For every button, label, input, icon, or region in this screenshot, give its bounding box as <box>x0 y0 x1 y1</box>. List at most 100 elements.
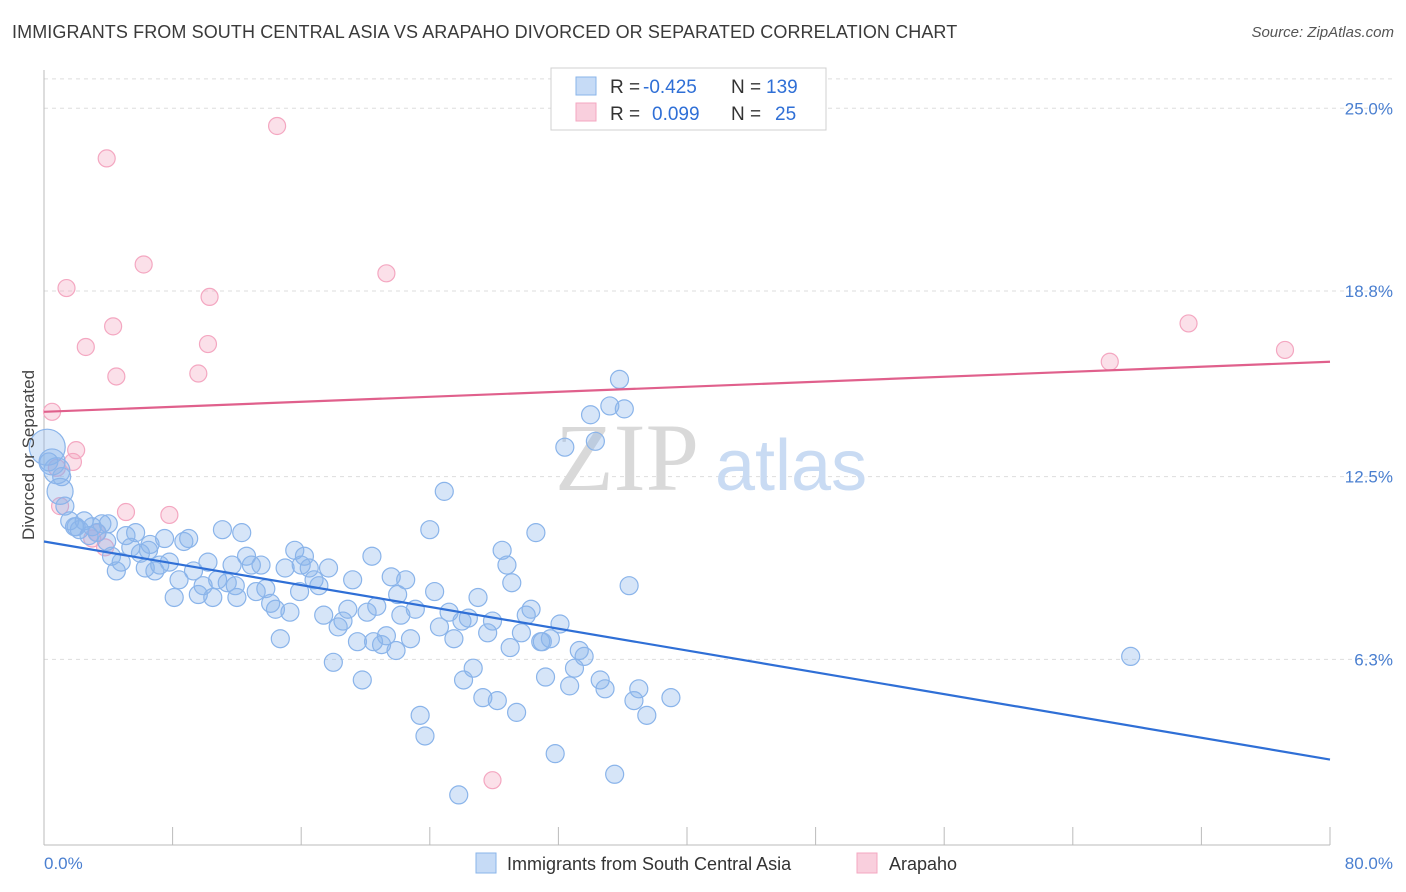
immigrants-point <box>482 611 503 631</box>
immigrants-point <box>289 581 310 602</box>
immigrants-point <box>347 632 368 652</box>
arapaho-point <box>160 505 179 525</box>
immigrants-point <box>619 576 639 596</box>
series-legend: Immigrants from South Central Asia Arapa… <box>475 852 957 874</box>
immigrants-point <box>203 587 223 608</box>
immigrants-point <box>429 617 450 637</box>
immigrants-point <box>138 540 159 560</box>
arapaho-point <box>267 116 287 136</box>
arapaho-point <box>97 149 116 168</box>
immigrants-point <box>55 496 75 516</box>
immigrants-point <box>473 688 493 708</box>
immigrants-point <box>609 369 630 390</box>
immigrants-point <box>52 467 72 487</box>
arapaho-point <box>107 367 126 386</box>
immigrants-point <box>362 546 382 566</box>
immigrants-point <box>425 581 445 602</box>
immigrants-trend-line <box>43 540 1331 761</box>
immigrants-point <box>574 646 594 667</box>
immigrants-point <box>309 576 329 596</box>
immigrants-point <box>487 691 507 711</box>
watermark-atlas: atlas <box>715 426 867 506</box>
immigrants-point <box>66 517 86 537</box>
correlation-legend: R = -0.425 N = 139 R = 0.099 N = 25 <box>550 67 827 131</box>
immigrants-point <box>614 399 634 419</box>
immigrants-point <box>275 558 295 578</box>
immigrants-point <box>39 452 59 472</box>
bottom-legend-label-pink: Arapaho <box>889 854 957 874</box>
y-tick-label: 25.0% <box>1345 99 1393 118</box>
immigrants-point <box>507 702 527 722</box>
immigrants-point <box>386 640 406 661</box>
immigrants-point <box>212 520 233 540</box>
arapaho-point <box>483 771 502 790</box>
immigrants-point <box>391 605 411 625</box>
immigrants-point <box>225 576 245 596</box>
arapaho-point <box>76 337 95 357</box>
legend-n-label-2: N = <box>731 104 761 125</box>
immigrants-point <box>502 573 522 593</box>
immigrants-point <box>270 629 290 649</box>
arapaho-point <box>67 441 86 460</box>
immigrants-point <box>169 570 189 590</box>
arapaho-point <box>134 255 153 274</box>
y-axis-label: Divorced or Separated <box>19 370 38 540</box>
immigrants-points <box>28 369 1141 805</box>
immigrants-point <box>338 599 358 619</box>
immigrants-point <box>600 396 620 416</box>
legend-n-value-1: 139 <box>766 77 798 98</box>
legend-n-label-1: N = <box>731 77 761 98</box>
axes <box>43 70 1331 846</box>
immigrants-point <box>291 555 311 575</box>
immigrants-point <box>314 605 334 625</box>
y-tick-label: 6.3% <box>1354 650 1393 669</box>
x-tick-label-max: 80.0% <box>1345 854 1393 873</box>
immigrants-point <box>637 705 657 725</box>
immigrants-point <box>478 623 498 643</box>
immigrants-point <box>352 670 372 690</box>
immigrants-point <box>449 785 469 805</box>
immigrants-point <box>323 652 343 672</box>
immigrants-point <box>585 431 605 451</box>
bottom-legend-label-blue: Immigrants from South Central Asia <box>507 854 792 874</box>
legend-swatch-pink <box>575 102 597 122</box>
arapaho-point <box>200 287 219 307</box>
immigrants-point <box>420 520 440 540</box>
immigrants-point <box>444 629 464 649</box>
arapaho-point <box>1100 352 1119 371</box>
immigrants-point <box>624 691 644 711</box>
immigrants-point <box>236 546 257 566</box>
immigrants-point <box>265 599 286 619</box>
immigrants-point <box>232 523 252 543</box>
immigrants-point <box>661 688 681 708</box>
immigrants-point <box>388 584 408 605</box>
immigrants-point <box>1121 646 1141 667</box>
immigrants-point <box>106 561 126 581</box>
immigrants-point <box>468 587 488 608</box>
immigrants-point <box>521 599 541 619</box>
arapaho-point <box>1179 314 1198 333</box>
immigrants-point <box>357 602 377 622</box>
immigrants-point <box>400 629 421 649</box>
arapaho-point <box>104 317 123 336</box>
immigrants-point <box>580 405 601 425</box>
arapaho-point <box>50 497 70 516</box>
chart-title: IMMIGRANTS FROM SOUTH CENTRAL ASIA VS AR… <box>12 22 958 42</box>
immigrants-point <box>452 611 472 631</box>
immigrants-point <box>126 523 146 543</box>
arapaho-point <box>377 264 396 283</box>
legend-r-value-1: -0.425 <box>643 77 697 98</box>
immigrants-point <box>111 552 131 572</box>
x-tick-label-min: 0.0% <box>44 854 83 873</box>
immigrants-point <box>497 555 517 575</box>
immigrants-point <box>92 514 112 534</box>
arapaho-point <box>198 334 218 354</box>
immigrants-point <box>500 637 520 658</box>
legend-n-value-2: 25 <box>775 104 796 125</box>
immigrants-point <box>188 584 208 605</box>
immigrants-point <box>251 555 271 575</box>
y-tick-label: 18.8% <box>1345 282 1393 301</box>
immigrants-point <box>280 602 300 622</box>
immigrants-point <box>535 667 556 687</box>
